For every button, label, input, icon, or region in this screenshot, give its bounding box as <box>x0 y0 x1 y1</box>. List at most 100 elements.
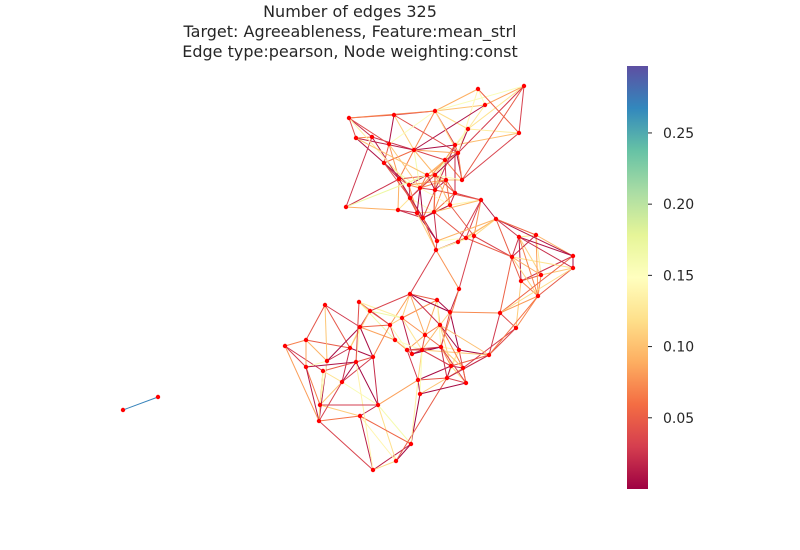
graph-edge <box>359 404 379 417</box>
graph-edge <box>413 149 446 161</box>
graph-node <box>375 402 381 408</box>
graph-node <box>434 238 440 244</box>
graph-edge <box>449 311 460 351</box>
graph-edge <box>439 324 460 351</box>
graph-edge <box>284 339 307 347</box>
graph-node <box>407 291 413 297</box>
graph-edge <box>477 88 486 106</box>
graph-edge <box>488 327 517 356</box>
graph-node <box>455 150 461 156</box>
graph-edge <box>440 346 460 351</box>
graph-edge <box>397 178 400 211</box>
graph-node <box>420 215 426 221</box>
graph-edge <box>426 159 446 176</box>
graph-edge <box>520 255 574 282</box>
graph-edge <box>348 117 373 138</box>
graph-edge <box>518 236 542 276</box>
graph-edge <box>467 128 520 134</box>
graph-node <box>357 324 363 330</box>
graph-edge <box>511 256 539 297</box>
graph-edge <box>488 295 539 356</box>
graph-node <box>570 265 576 271</box>
graph-node <box>486 352 492 358</box>
graph-edge <box>419 377 448 395</box>
graph-edge <box>477 88 520 134</box>
graph-edge <box>341 381 379 406</box>
graph-edge <box>409 293 451 313</box>
graph-edge <box>341 361 357 383</box>
graph-node <box>452 142 458 148</box>
graph-edge <box>388 143 400 180</box>
graph-edge <box>324 304 361 328</box>
graph-node <box>442 157 448 163</box>
graph-node <box>447 202 453 208</box>
graph-edge <box>409 293 441 326</box>
graph-edge <box>436 218 497 242</box>
graph-node <box>381 160 387 166</box>
graph-edge <box>348 117 357 139</box>
graph-node <box>432 108 438 114</box>
graph-edge <box>284 345 320 422</box>
graph-edge <box>355 356 374 363</box>
graph-edge <box>465 237 513 258</box>
graph-edge <box>457 85 525 154</box>
graph-edge <box>349 347 374 358</box>
graph-edge <box>122 396 159 411</box>
graph-node <box>432 172 438 178</box>
graph-edge <box>419 174 428 189</box>
graph-edge <box>377 404 412 445</box>
graph-edge <box>421 334 426 351</box>
graph-node <box>465 126 471 132</box>
graph-node <box>456 347 462 353</box>
graph-node <box>316 418 322 424</box>
graph-node <box>497 310 503 316</box>
graph-node <box>353 135 359 141</box>
graph-node <box>324 358 330 364</box>
graph-edge <box>413 110 436 151</box>
graph-edge <box>511 256 574 269</box>
graph-edge <box>457 152 463 181</box>
graph-edge <box>433 211 438 242</box>
colorbar-tick-label: 0.20 <box>663 197 694 213</box>
graph-edge <box>395 443 412 462</box>
graph-edge <box>413 144 456 151</box>
graph-node <box>431 209 437 215</box>
graph-node <box>343 204 349 210</box>
graph-edge <box>305 361 357 368</box>
graph-edge <box>445 179 456 194</box>
graph-edge <box>345 206 399 211</box>
graph-edge <box>324 304 328 362</box>
graph-edge <box>318 415 361 422</box>
graph-edge <box>461 132 520 181</box>
title-line-2: Target: Agreeableness, Feature:mean_strl <box>183 22 517 41</box>
graph-edges <box>122 85 574 471</box>
graph-node <box>417 185 423 191</box>
graph-edge <box>355 137 415 151</box>
graph-edge <box>424 334 442 348</box>
graph-edge <box>446 377 467 384</box>
graph-node <box>448 363 454 369</box>
graph-edge <box>434 189 482 201</box>
graph-edge <box>540 267 574 276</box>
graph-edge <box>435 249 460 290</box>
graph-edge <box>419 159 446 189</box>
graph-node <box>391 112 397 118</box>
graph-node <box>407 195 413 201</box>
graph-edge <box>305 366 320 422</box>
graph-node <box>370 467 376 473</box>
graph-edge <box>419 382 467 395</box>
graph-edge <box>410 379 419 445</box>
graph-edge <box>358 301 403 319</box>
graph-edge <box>371 136 415 151</box>
graph-edge <box>419 349 423 395</box>
graph-edge <box>440 346 464 369</box>
graph-edge <box>484 85 525 106</box>
graph-edge <box>305 339 328 362</box>
graph-node <box>433 247 439 253</box>
graph-node <box>406 182 412 188</box>
graph-edge <box>421 324 441 351</box>
graph-node <box>444 375 450 381</box>
graph-edge <box>377 404 397 462</box>
graph-node <box>518 278 524 284</box>
